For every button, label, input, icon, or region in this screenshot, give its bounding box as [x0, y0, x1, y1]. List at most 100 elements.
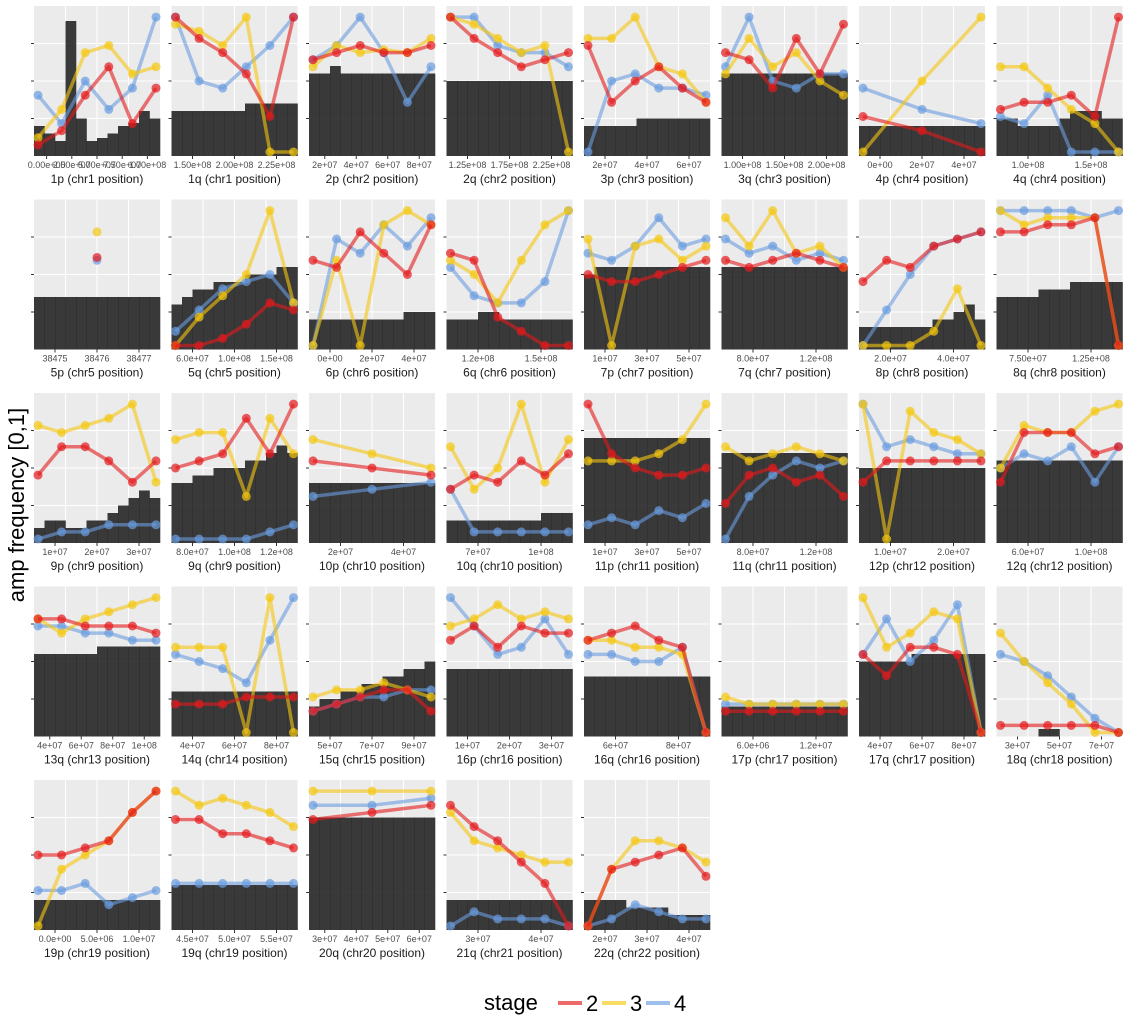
series-point-stage-3: [996, 463, 1005, 473]
x-tick-label: 4e+07: [180, 741, 205, 751]
series-point-stage-2: [654, 850, 664, 860]
histogram-bar: [403, 312, 415, 350]
series-point-stage-3: [289, 147, 298, 157]
series-point-stage-3: [57, 628, 67, 638]
series-point-stage-3: [630, 642, 640, 652]
histogram-bar: [520, 669, 531, 737]
panel: 5e+07 7e+07 9e+07 15q (chr15 position): [306, 586, 436, 767]
series-point-stage-3: [721, 69, 730, 79]
histogram-bar: [86, 900, 98, 930]
series-point-stage-2: [104, 456, 114, 466]
histogram-bar: [901, 327, 912, 350]
series-point-stage-3: [768, 206, 778, 216]
series-point-stage-3: [194, 312, 204, 322]
panel-x-label: 6p (chr6 position): [326, 366, 419, 380]
histogram-bar: [541, 669, 552, 737]
series-point-stage-4: [1090, 477, 1100, 487]
x-tick-label: 2e+07: [592, 934, 617, 944]
x-tick-label: 1.5e+08: [260, 354, 293, 364]
histogram-bar: [826, 453, 838, 543]
series-point-stage-3: [367, 449, 377, 459]
series-point-stage-3: [289, 449, 298, 459]
histogram-bar: [1038, 729, 1050, 737]
histogram-bar: [424, 312, 436, 350]
histogram-bar: [1038, 460, 1050, 543]
panel: 1.0e+08 1.5e+08 4q (chr4 position): [993, 6, 1123, 186]
series-point-stage-4: [80, 628, 90, 638]
histogram-bar: [499, 669, 510, 737]
series-point-stage-2: [607, 449, 617, 459]
series-point-stage-2: [815, 255, 825, 265]
histogram-bar: [509, 81, 521, 156]
x-tick-label: 1.50e+08: [174, 160, 212, 170]
histogram-bar: [964, 126, 975, 156]
panel-x-label: 9p (chr9 position): [51, 559, 144, 573]
series-point-stage-3: [564, 435, 573, 445]
panel: 4e+07 6e+07 8e+07 17q (chr17 position): [856, 586, 986, 767]
histogram-bar: [266, 453, 277, 543]
series-point-stage-4: [701, 234, 711, 244]
series-point-stage-3: [815, 699, 825, 709]
histogram-bar: [414, 817, 425, 930]
series-point-stage-2: [265, 298, 275, 308]
series-point-stage-4: [493, 41, 503, 50]
histogram-bar: [837, 706, 848, 737]
series-point-stage-3: [446, 621, 455, 631]
x-tick-label: 2.50e+07: [53, 160, 91, 170]
x-tick-label: 2.0e+07: [937, 547, 970, 557]
series-point-stage-3: [265, 593, 275, 603]
histogram-bar: [668, 676, 679, 737]
histogram-bar: [657, 907, 669, 930]
histogram-bar: [403, 73, 415, 156]
histogram-bar: [139, 111, 150, 156]
series-point-stage-3: [607, 456, 617, 466]
series-point-stage-2: [33, 614, 43, 624]
histogram-bar: [1070, 282, 1081, 350]
series-point-stage-3: [493, 298, 503, 308]
histogram-bar: [721, 453, 733, 543]
histogram-bar: [509, 669, 521, 737]
histogram-bar: [1007, 460, 1018, 543]
series-point-stage-3: [493, 600, 503, 610]
series-point-stage-3: [815, 76, 825, 86]
series-point-stage-2: [516, 62, 526, 72]
histogram-bar: [330, 699, 341, 737]
histogram-bar: [584, 274, 595, 350]
x-tick-label: 3e+07: [634, 354, 659, 364]
series-point-stage-3: [218, 642, 228, 652]
series-point-stage-2: [744, 470, 754, 480]
series-point-stage-4: [127, 893, 137, 903]
series-point-stage-3: [839, 90, 848, 100]
histogram-bar: [869, 661, 881, 737]
series-point-stage-3: [241, 728, 251, 737]
series-point-stage-3: [1066, 104, 1076, 114]
histogram-bar: [890, 468, 902, 543]
series-point-stage-4: [701, 914, 711, 924]
panel: 38475 38476 38477 5p (chr5 position): [31, 199, 161, 380]
series-point-stage-4: [677, 513, 687, 523]
series-point-stage-2: [1090, 213, 1100, 223]
series-point-stage-4: [516, 298, 526, 308]
series-point-stage-4: [839, 255, 848, 265]
series-point-stage-4: [127, 520, 137, 530]
histogram-bar: [1017, 460, 1029, 543]
panel: 6.0e+07 1.0e+08 1.5e+08 5q (chr5 position): [168, 199, 298, 380]
series-point-stage-3: [194, 642, 204, 652]
series-point-stage-4: [241, 277, 251, 287]
series-point-stage-3: [1114, 399, 1123, 409]
series-point-stage-2: [996, 720, 1005, 730]
histogram-bar: [805, 73, 817, 156]
series-point-stage-4: [446, 921, 455, 931]
series-point-stage-3: [265, 147, 275, 157]
histogram-bar: [266, 885, 277, 930]
series-point-stage-2: [80, 843, 90, 853]
series-point-stage-2: [446, 800, 455, 810]
histogram-bar: [107, 133, 119, 156]
x-tick-label: 5.0e+06: [81, 934, 114, 944]
histogram-bar: [393, 73, 404, 156]
series-point-stage-2: [701, 97, 711, 107]
series-point-stage-3: [516, 850, 526, 860]
series-point-stage-3: [1043, 83, 1053, 93]
histogram-bar: [319, 699, 331, 737]
series-point-stage-4: [540, 614, 550, 624]
